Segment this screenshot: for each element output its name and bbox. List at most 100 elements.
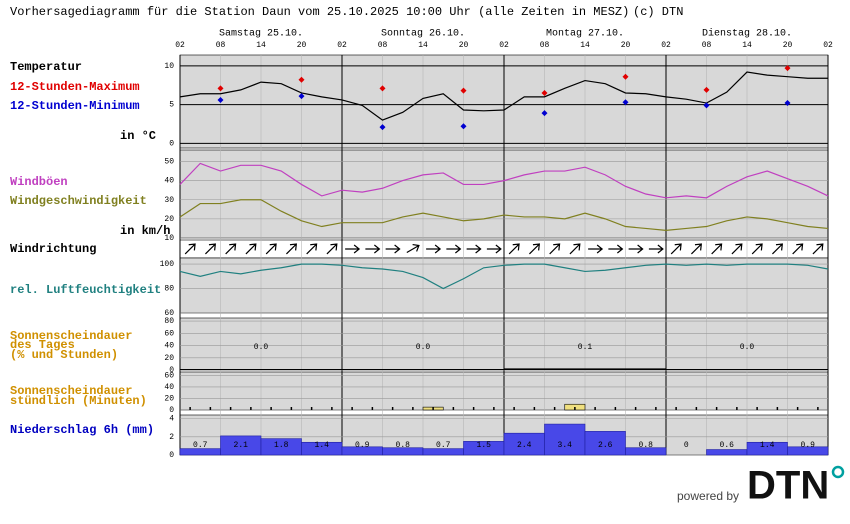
y-tick-label: 100 (160, 260, 175, 269)
arrow-shape (670, 243, 682, 255)
bar-label: 1.5 (477, 441, 492, 450)
wind-arrow (245, 243, 257, 255)
time-label: 08 (216, 41, 226, 50)
wind-arrow (648, 244, 664, 254)
arrow-shape (466, 244, 482, 254)
bar-label: 0.7 (436, 441, 451, 450)
y-tick-label: 10 (164, 62, 174, 71)
point (460, 87, 467, 94)
wind-arrow (205, 243, 217, 255)
point (541, 110, 548, 117)
bar-label: 0.8 (639, 441, 654, 450)
arrow-shape (608, 244, 624, 254)
point (298, 93, 305, 100)
y-tick-label: 60 (164, 372, 174, 381)
wind-arrow (569, 243, 581, 255)
panel-heading: Sonnenscheindauer (10, 384, 132, 398)
y-tick-label: 40 (164, 177, 174, 186)
wind-arrow (812, 243, 824, 255)
time-label: 20 (297, 41, 307, 50)
arrow-shape (691, 243, 703, 255)
y-tick-label: 0 (169, 406, 174, 415)
point (703, 102, 710, 109)
y-tick-label: 80 (164, 317, 174, 326)
bar-label: 0.9 (355, 441, 370, 450)
unit-label: in km/h (120, 224, 170, 238)
wind-arrow (446, 244, 462, 254)
y-tick-label: 20 (164, 215, 174, 224)
wind-arrow (628, 244, 644, 254)
panel-heading: stündlich (Minuten) (10, 394, 147, 408)
point (217, 85, 224, 92)
wind-arrow (772, 243, 784, 255)
point (622, 99, 629, 106)
bar (342, 369, 504, 370)
arrow-shape (648, 244, 664, 254)
time-label: 20 (459, 41, 469, 50)
y-tick-label: 0 (169, 451, 174, 460)
arrow-shape (245, 243, 257, 255)
y-tick-label: 0 (169, 366, 174, 375)
wind-arrow (508, 243, 520, 255)
unit-label: in °C (120, 129, 156, 143)
time-label: 14 (580, 41, 590, 50)
wind-arrow (751, 243, 763, 255)
panel-heading: Niederschlag 6h (mm) (10, 423, 154, 437)
time-label: 02 (823, 41, 833, 50)
bar-label: 0.0 (254, 343, 269, 352)
y-tick-label: 20 (164, 395, 174, 404)
bar (584, 431, 626, 456)
time-label: 08 (540, 41, 550, 50)
arrow-shape (569, 243, 581, 255)
bar-label: 2.1 (234, 441, 249, 450)
legend-label: rel. Luftfeuchtigkeit (10, 283, 161, 297)
arrow-shape (306, 243, 318, 255)
bar (504, 368, 666, 370)
bar-label: 2.6 (598, 441, 613, 450)
arrow-shape (225, 243, 237, 255)
y-tick-label: 10 (164, 234, 174, 243)
panel-heading: Windrichtung (10, 242, 96, 256)
time-label: 14 (418, 41, 428, 50)
legend-label: Windböen (10, 175, 68, 189)
bar (180, 369, 342, 370)
y-tick-label: 60 (164, 329, 174, 338)
point (379, 124, 386, 131)
copyright: (c) DTN (633, 5, 683, 19)
arrow-shape (628, 244, 644, 254)
wind-arrow (385, 244, 401, 254)
point (784, 65, 791, 72)
y-tick-label: 0 (169, 139, 174, 148)
wind-arrow (529, 243, 541, 255)
day-label: Samstag 25.10. (219, 29, 303, 40)
legend-label: 12-Stunden-Minimum (10, 99, 140, 113)
arrow-shape (345, 244, 361, 254)
bar-label: 3.4 (558, 441, 573, 450)
day-label: Sonntag 26.10. (381, 29, 465, 40)
y-tick-label: 30 (164, 196, 174, 205)
wind-arrow (345, 244, 361, 254)
point (622, 73, 629, 80)
wind-arrow (225, 243, 237, 255)
arrow-shape (265, 243, 277, 255)
wind-arrow (184, 243, 196, 255)
point (460, 123, 467, 130)
wind-arrow (265, 243, 277, 255)
wind-arrow (731, 243, 743, 255)
arrow-shape (588, 244, 604, 254)
point (541, 89, 548, 96)
y-tick-label: 80 (164, 285, 174, 294)
time-label: 02 (175, 41, 185, 50)
wind-arrow (466, 244, 482, 254)
wind-arrow (365, 244, 381, 254)
series-line (179, 199, 829, 231)
time-label: 20 (783, 41, 793, 50)
bar-label: 0.6 (720, 441, 735, 450)
y-tick-label: 40 (164, 342, 174, 351)
wind-arrow (306, 243, 318, 255)
point (703, 86, 710, 93)
arrow-shape (751, 243, 763, 255)
arrow-shape (812, 243, 824, 255)
y-tick-label: 5 (169, 101, 174, 110)
